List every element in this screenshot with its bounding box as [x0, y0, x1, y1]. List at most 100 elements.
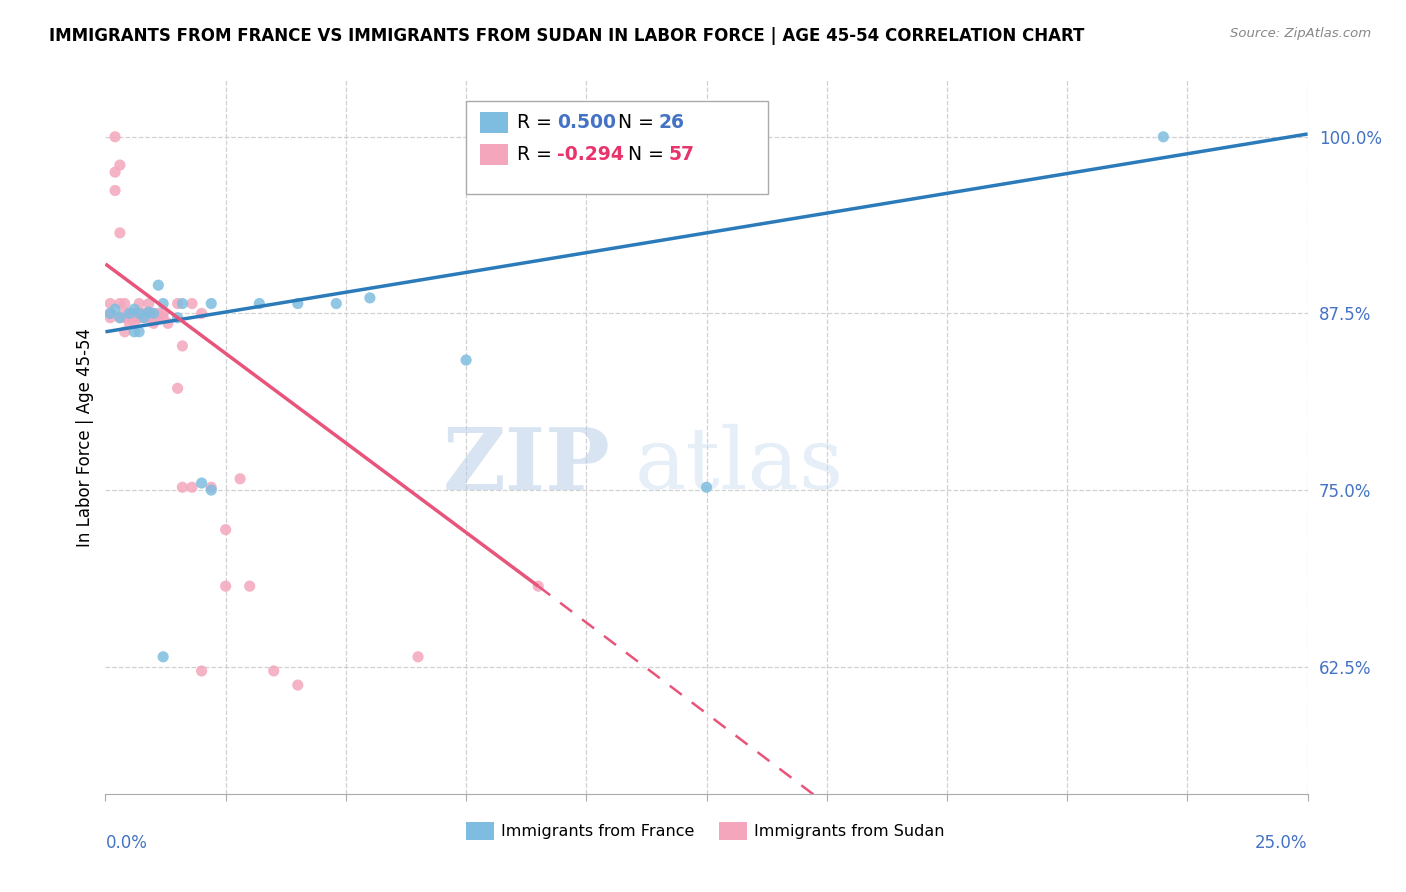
Point — [118, 310, 141, 325]
Point — [118, 306, 141, 320]
Point — [152, 306, 174, 320]
Text: atlas: atlas — [634, 424, 844, 508]
Point — [152, 649, 174, 664]
Point — [172, 296, 194, 310]
Point — [142, 306, 165, 320]
Point — [166, 310, 188, 325]
Point — [128, 310, 150, 325]
Point — [181, 480, 204, 494]
Point — [108, 226, 131, 240]
Point — [128, 325, 150, 339]
Text: R =: R = — [517, 145, 558, 164]
Point — [108, 310, 131, 325]
Point — [128, 310, 150, 325]
Point — [118, 316, 141, 330]
Point — [128, 306, 150, 320]
Point — [114, 310, 136, 325]
Point — [142, 306, 165, 320]
Point — [118, 306, 141, 320]
Point — [98, 306, 121, 320]
Text: 25.0%: 25.0% — [1256, 834, 1308, 852]
Point — [124, 306, 146, 320]
Text: IMMIGRANTS FROM FRANCE VS IMMIGRANTS FROM SUDAN IN LABOR FORCE | AGE 45-54 CORRE: IMMIGRANTS FROM FRANCE VS IMMIGRANTS FRO… — [49, 27, 1084, 45]
Point — [98, 310, 121, 325]
Text: R =: R = — [517, 112, 558, 132]
Text: 0.500: 0.500 — [558, 112, 616, 132]
Point — [138, 305, 160, 319]
Point — [104, 129, 127, 144]
Point — [152, 310, 174, 325]
Point — [190, 306, 212, 320]
Point — [200, 483, 222, 497]
Point — [114, 306, 136, 320]
Point — [239, 579, 262, 593]
Point — [148, 278, 170, 293]
Point — [98, 296, 121, 310]
Text: Immigrants from Sudan: Immigrants from Sudan — [754, 824, 945, 838]
Point — [166, 296, 188, 310]
Point — [104, 184, 127, 198]
Text: N =: N = — [619, 112, 659, 132]
Text: 57: 57 — [669, 145, 695, 164]
Point — [128, 296, 150, 310]
Point — [104, 165, 127, 179]
Point — [156, 316, 179, 330]
Text: N =: N = — [627, 145, 669, 164]
Text: 0.0%: 0.0% — [105, 834, 148, 852]
Point — [152, 296, 174, 310]
Point — [214, 579, 236, 593]
Point — [263, 664, 285, 678]
Point — [132, 306, 155, 320]
Point — [104, 302, 127, 317]
Point — [138, 296, 160, 310]
Text: Source: ZipAtlas.com: Source: ZipAtlas.com — [1230, 27, 1371, 40]
Point — [454, 353, 477, 368]
Text: -0.294: -0.294 — [558, 145, 624, 164]
Point — [118, 306, 141, 320]
Point — [114, 296, 136, 310]
Point — [124, 306, 146, 320]
Point — [287, 678, 309, 692]
Point — [148, 310, 170, 325]
Point — [172, 339, 194, 353]
Point — [1152, 129, 1174, 144]
Point — [166, 381, 188, 395]
Text: Immigrants from France: Immigrants from France — [502, 824, 695, 838]
Point — [287, 296, 309, 310]
Point — [108, 158, 131, 172]
Point — [406, 649, 429, 664]
Point — [124, 325, 146, 339]
Point — [132, 310, 155, 325]
Point — [108, 296, 131, 310]
Point — [229, 472, 252, 486]
Point — [118, 306, 141, 320]
Point — [181, 296, 204, 310]
Point — [124, 302, 146, 317]
Point — [325, 296, 347, 310]
Point — [172, 480, 194, 494]
Point — [124, 310, 146, 325]
Point — [214, 523, 236, 537]
Point — [527, 579, 550, 593]
Point — [132, 306, 155, 320]
Point — [148, 306, 170, 320]
Point — [128, 306, 150, 320]
Point — [98, 306, 121, 320]
Point — [138, 306, 160, 320]
Point — [200, 480, 222, 494]
Text: ZIP: ZIP — [443, 424, 610, 508]
Point — [247, 296, 270, 310]
Point — [132, 310, 155, 325]
Point — [190, 664, 212, 678]
Y-axis label: In Labor Force | Age 45-54: In Labor Force | Age 45-54 — [76, 327, 94, 547]
Point — [114, 325, 136, 339]
Point — [108, 310, 131, 325]
Point — [124, 316, 146, 330]
Point — [200, 296, 222, 310]
Point — [138, 310, 160, 325]
Point — [359, 291, 381, 305]
Point — [142, 316, 165, 330]
Text: 26: 26 — [658, 112, 685, 132]
Point — [190, 475, 212, 490]
Point — [696, 480, 718, 494]
